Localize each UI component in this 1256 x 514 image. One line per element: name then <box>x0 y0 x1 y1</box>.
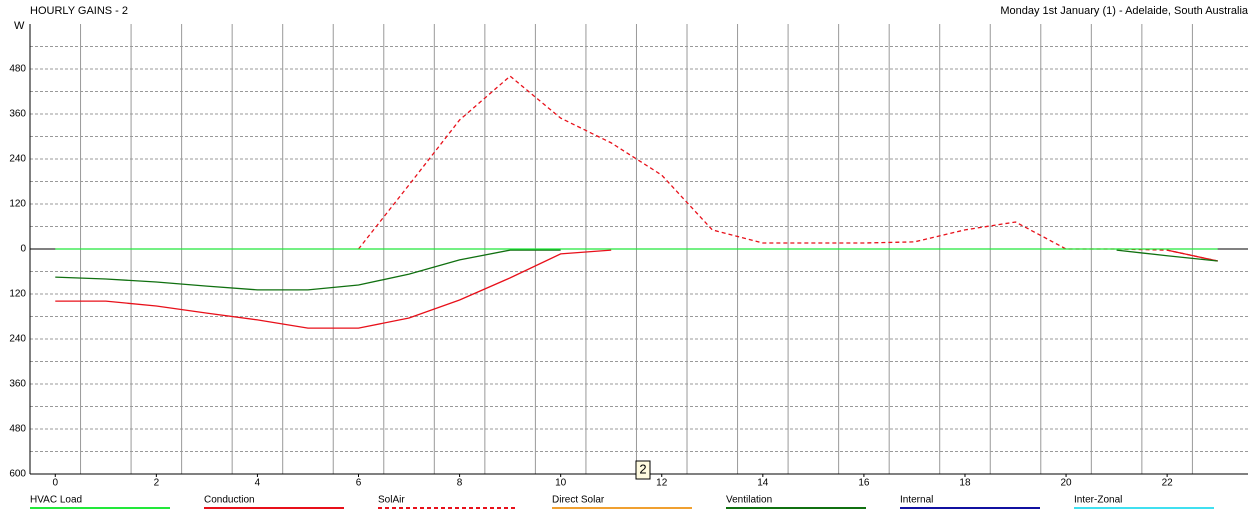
series-line <box>55 249 561 291</box>
series-line <box>357 75 1218 262</box>
x-tick-label: 8 <box>457 478 463 489</box>
x-tick-label: 20 <box>1060 478 1072 489</box>
x-tick-label: 22 <box>1162 478 1174 489</box>
x-tick-label: 16 <box>858 478 870 489</box>
y-tick-label: 0 <box>20 244 26 255</box>
legend-label: HVAC Load <box>30 495 82 506</box>
legend-label: Conduction <box>204 495 255 506</box>
y-tick-label: 240 <box>9 154 26 165</box>
x-tick-label: 14 <box>757 478 769 489</box>
x-tick-label: 18 <box>959 478 971 489</box>
legend-label: Internal <box>900 495 933 506</box>
axes: 600 480 360 240 120 0 120 240 360 480 0 2 4 6 8 10 12 14 1… <box>9 24 1248 489</box>
y-tick-label: 480 <box>9 424 26 435</box>
x-tick-label: 2 <box>154 478 160 489</box>
x-tick-label: 0 <box>52 478 58 489</box>
x-tick-label: 6 <box>356 478 362 489</box>
legend-label: SolAir <box>378 495 405 506</box>
x-tick-label: 4 <box>255 478 261 489</box>
chart-subtitle: Monday 1st January (1) - Adelaide, South… <box>1000 5 1249 17</box>
y-tick-label: 120 <box>9 199 26 210</box>
x-tick-label: 10 <box>555 478 567 489</box>
y-tick-label: 600 <box>9 469 26 480</box>
y-tick-label: 360 <box>9 379 26 390</box>
series-line <box>1116 249 1218 262</box>
legend-label: Ventilation <box>726 495 772 506</box>
legend-label: Direct Solar <box>552 495 605 506</box>
series <box>55 75 1218 329</box>
y-tick-label: 240 <box>9 334 26 345</box>
y-tick-label: 360 <box>9 109 26 120</box>
legend: HVAC Load Conduction SolAir Direct Solar Ven… <box>30 495 1214 509</box>
annotation: 2 <box>639 461 646 476</box>
chart-title: HOURLY GAINS - 2 <box>30 5 128 17</box>
x-tick-label: 12 <box>656 478 668 489</box>
annotation-box <box>635 460 651 480</box>
series-line <box>55 249 612 329</box>
y-tick-label: 480 <box>9 64 26 75</box>
y-tick-label: 120 <box>9 289 26 300</box>
y-unit: W <box>14 20 25 32</box>
legend-label: Inter-Zonal <box>1074 495 1122 506</box>
